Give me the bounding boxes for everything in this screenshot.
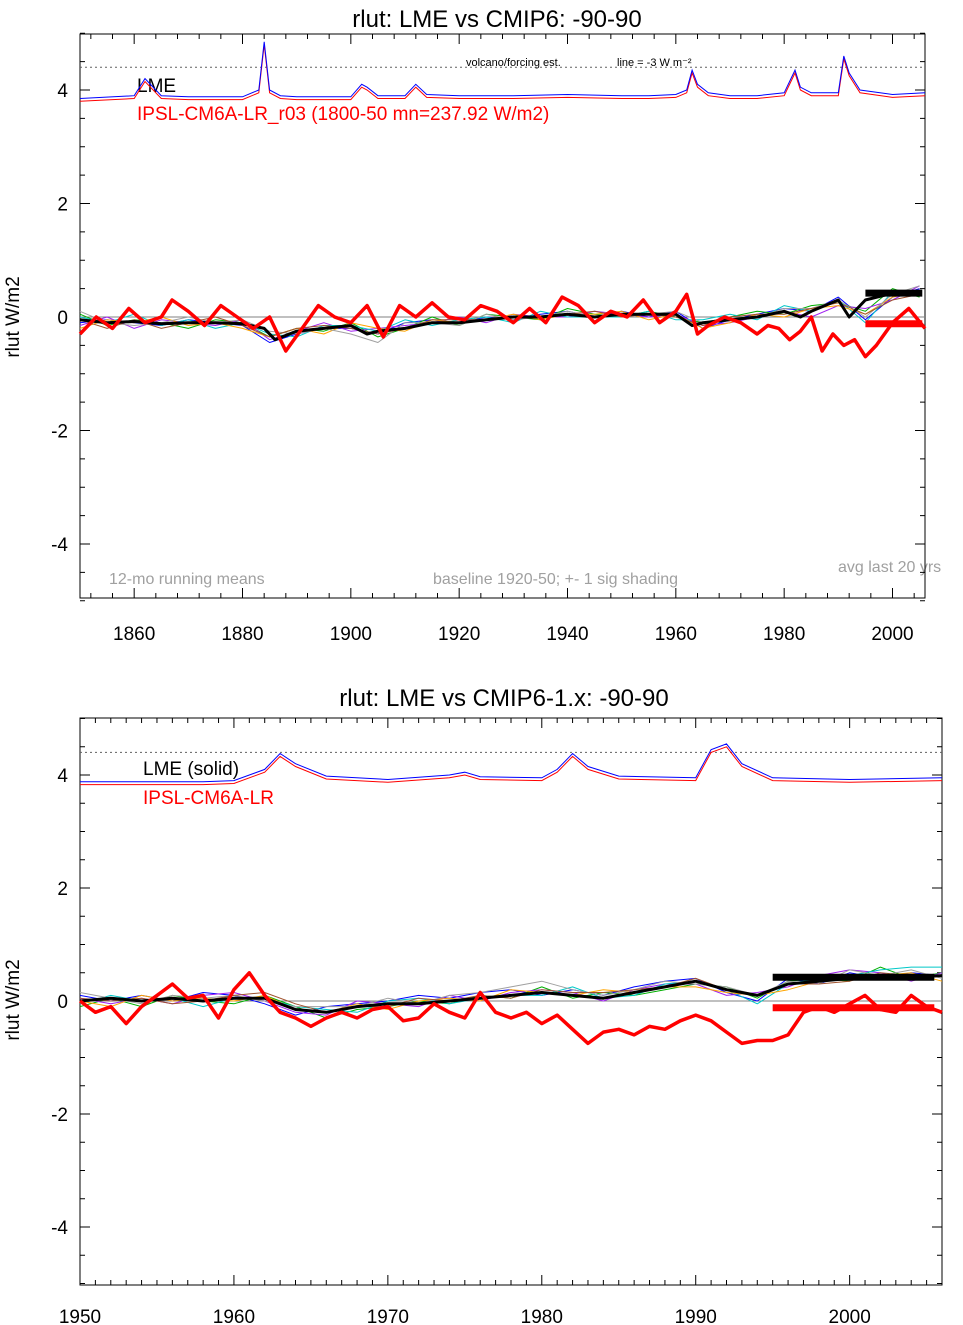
bottom-chart-title: rlut: LME vs CMIP6-1.x: -90-90 bbox=[339, 685, 668, 712]
bottom-forcing-lme-line bbox=[80, 743, 943, 783]
bottom-y-tick-label: 4 bbox=[57, 766, 68, 787]
top-y-tick-label: 4 bbox=[57, 81, 68, 102]
bottom-legend-ipsl: IPSL-CM6A-LR bbox=[143, 788, 274, 809]
top-y-tick-label: -4 bbox=[51, 535, 68, 556]
top-y-tick-label: -2 bbox=[51, 422, 68, 443]
top-y-tick-label: 2 bbox=[57, 195, 68, 216]
bottom-x-tick-label: 1960 bbox=[213, 1307, 255, 1325]
bottom-forcing-model-line bbox=[80, 746, 943, 786]
top-legend-lme: LME bbox=[137, 76, 176, 97]
top-series-lme bbox=[79, 290, 920, 342]
top-avg-note: avg last 20 yrs bbox=[838, 559, 941, 576]
top-line-annotation: line = -3 W m⁻² bbox=[617, 57, 692, 69]
bottom-y-tick-label: 0 bbox=[57, 992, 68, 1013]
bottom-series-ipsl bbox=[78, 971, 943, 1046]
bottom-x-tick-label: 1950 bbox=[59, 1307, 101, 1325]
bottom-series-lme bbox=[79, 974, 943, 1014]
bottom-x-tick-label: 1990 bbox=[675, 1307, 717, 1325]
top-x-tick-label: 1860 bbox=[113, 624, 155, 645]
bottom-x-tick-label: 2000 bbox=[829, 1307, 871, 1325]
top-x-tick-label: 1900 bbox=[330, 624, 372, 645]
top-volcano-annotation: volcano/forcing est. bbox=[466, 57, 561, 69]
top-series-ipsl bbox=[78, 292, 927, 359]
bottom-y-tick-label: -2 bbox=[51, 1105, 68, 1126]
top-baseline-note: baseline 1920-50; +- 1 sig shading bbox=[433, 571, 678, 588]
bottom-y-tick-label: -4 bbox=[51, 1218, 68, 1239]
top-forcing-model-line bbox=[79, 44, 926, 102]
bottom-x-tick-label: 1970 bbox=[367, 1307, 409, 1325]
top-x-tick-label: 1920 bbox=[438, 624, 480, 645]
top-legend-ipsl: IPSL-CM6A-LR_r03 (1800-50 mn=237.92 W/m2… bbox=[137, 104, 549, 125]
top-x-tick-label: 1940 bbox=[546, 624, 588, 645]
top-running-means-note: 12-mo running means bbox=[109, 571, 265, 588]
bottom-y-tick-label: 2 bbox=[57, 879, 68, 900]
top-forcing-lme-line bbox=[79, 41, 926, 99]
bottom-legend-lme: LME (solid) bbox=[143, 759, 239, 780]
top-chart-y-axis-label: rlut W/m2 bbox=[3, 276, 24, 357]
top-y-tick-label: 0 bbox=[57, 308, 68, 329]
top-chart-title: rlut: LME vs CMIP6: -90-90 bbox=[352, 6, 641, 33]
bottom-chart-panel: rlut: LME vs CMIP6-1.x: -90-90 rlut W/m2… bbox=[3, 685, 943, 1325]
bottom-x-tick-label: 1980 bbox=[521, 1307, 563, 1325]
top-chart-panel: rlut: LME vs CMIP6: -90-90 rlut W/m2 LME… bbox=[3, 6, 941, 645]
top-x-tick-label: 1880 bbox=[221, 624, 263, 645]
top-x-tick-label: 1960 bbox=[655, 624, 697, 645]
top-x-tick-label: 1980 bbox=[763, 624, 805, 645]
top-x-tick-label: 2000 bbox=[871, 624, 913, 645]
bottom-chart-y-axis-label: rlut W/m2 bbox=[3, 959, 24, 1040]
